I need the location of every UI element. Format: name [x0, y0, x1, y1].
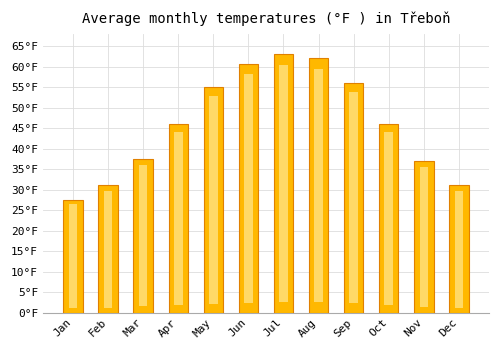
Bar	[279, 64, 288, 302]
Bar	[454, 190, 464, 308]
Bar	[174, 132, 182, 305]
Title: Average monthly temperatures (°F ) in Třeboň: Average monthly temperatures (°F ) in Tř…	[82, 11, 450, 26]
Bar	[68, 204, 77, 308]
Bar	[309, 58, 328, 313]
Bar	[98, 186, 117, 313]
Bar	[168, 124, 188, 313]
Bar	[420, 167, 428, 307]
Bar	[134, 159, 152, 313]
Bar	[344, 83, 364, 313]
Bar	[450, 186, 468, 313]
Bar	[314, 69, 323, 302]
Bar	[63, 200, 82, 313]
Bar	[209, 96, 218, 303]
Bar	[274, 54, 293, 313]
Bar	[379, 124, 398, 313]
Bar	[238, 64, 258, 313]
Bar	[204, 87, 223, 313]
Bar	[138, 165, 147, 307]
Bar	[414, 161, 434, 313]
Bar	[350, 92, 358, 303]
Bar	[104, 190, 112, 308]
Bar	[384, 132, 393, 305]
Bar	[244, 75, 252, 303]
